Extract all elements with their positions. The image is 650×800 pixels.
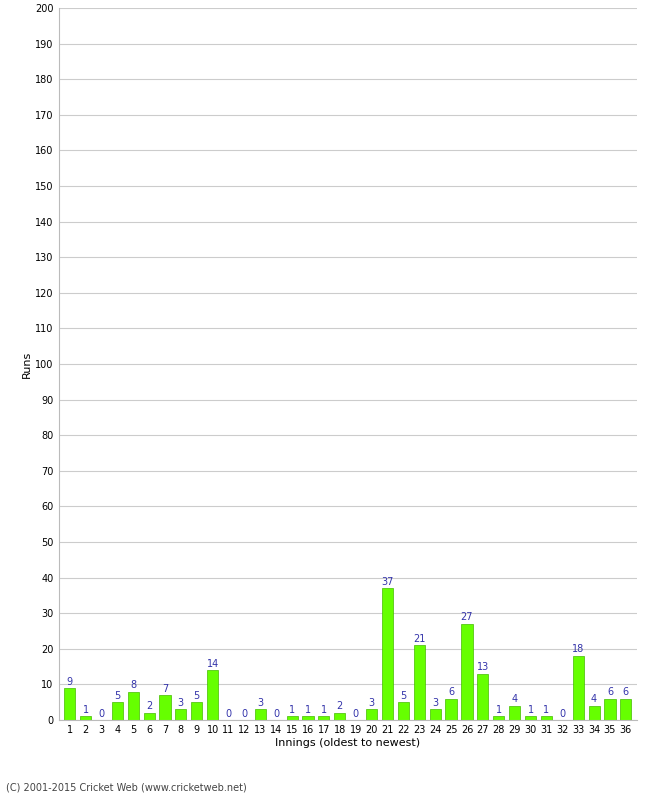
Bar bbox=[334, 713, 345, 720]
Text: 6: 6 bbox=[623, 687, 629, 698]
Bar bbox=[382, 588, 393, 720]
Bar bbox=[588, 706, 600, 720]
Bar bbox=[509, 706, 520, 720]
Text: 0: 0 bbox=[353, 709, 359, 718]
Text: 9: 9 bbox=[66, 677, 73, 686]
Y-axis label: Runs: Runs bbox=[22, 350, 32, 378]
Bar bbox=[255, 710, 266, 720]
Text: 3: 3 bbox=[432, 698, 438, 708]
Text: 7: 7 bbox=[162, 684, 168, 694]
Bar bbox=[573, 656, 584, 720]
Text: 6: 6 bbox=[607, 687, 613, 698]
Bar bbox=[366, 710, 377, 720]
Bar bbox=[144, 713, 155, 720]
Text: 0: 0 bbox=[98, 709, 105, 718]
Bar bbox=[302, 717, 313, 720]
Text: 13: 13 bbox=[476, 662, 489, 672]
Text: 5: 5 bbox=[400, 690, 406, 701]
Text: 2: 2 bbox=[146, 702, 152, 711]
Bar bbox=[493, 717, 504, 720]
Bar bbox=[176, 710, 187, 720]
Bar bbox=[525, 717, 536, 720]
Bar bbox=[64, 688, 75, 720]
Bar bbox=[413, 646, 425, 720]
Text: 1: 1 bbox=[83, 705, 88, 715]
Text: 1: 1 bbox=[289, 705, 295, 715]
Text: 1: 1 bbox=[543, 705, 549, 715]
Text: 2: 2 bbox=[337, 702, 343, 711]
Text: 5: 5 bbox=[194, 690, 200, 701]
Text: 27: 27 bbox=[461, 613, 473, 622]
Bar bbox=[462, 624, 473, 720]
Text: 18: 18 bbox=[572, 645, 584, 654]
Text: 3: 3 bbox=[369, 698, 374, 708]
Bar bbox=[127, 691, 138, 720]
Text: 14: 14 bbox=[207, 658, 219, 669]
Text: 0: 0 bbox=[226, 709, 231, 718]
Bar bbox=[207, 670, 218, 720]
Bar bbox=[112, 702, 123, 720]
Text: 6: 6 bbox=[448, 687, 454, 698]
Bar bbox=[191, 702, 202, 720]
Text: 5: 5 bbox=[114, 690, 120, 701]
Bar bbox=[477, 674, 488, 720]
Text: 1: 1 bbox=[496, 705, 502, 715]
Text: 37: 37 bbox=[382, 577, 394, 587]
Text: 8: 8 bbox=[130, 680, 136, 690]
Text: 4: 4 bbox=[512, 694, 517, 704]
Bar bbox=[159, 695, 170, 720]
Bar bbox=[80, 717, 91, 720]
Bar bbox=[620, 698, 631, 720]
Bar bbox=[318, 717, 330, 720]
Bar bbox=[430, 710, 441, 720]
Text: 4: 4 bbox=[591, 694, 597, 704]
Bar bbox=[604, 698, 616, 720]
Bar bbox=[445, 698, 456, 720]
Text: (C) 2001-2015 Cricket Web (www.cricketweb.net): (C) 2001-2015 Cricket Web (www.cricketwe… bbox=[6, 782, 247, 792]
Text: 0: 0 bbox=[241, 709, 248, 718]
Bar bbox=[398, 702, 409, 720]
Text: 0: 0 bbox=[559, 709, 566, 718]
Text: 1: 1 bbox=[305, 705, 311, 715]
Text: 21: 21 bbox=[413, 634, 426, 644]
Text: 3: 3 bbox=[257, 698, 263, 708]
Text: 0: 0 bbox=[273, 709, 280, 718]
Text: 3: 3 bbox=[178, 698, 184, 708]
Bar bbox=[541, 717, 552, 720]
Text: 1: 1 bbox=[527, 705, 534, 715]
Text: 1: 1 bbox=[321, 705, 327, 715]
X-axis label: Innings (oldest to newest): Innings (oldest to newest) bbox=[275, 738, 421, 748]
Bar bbox=[287, 717, 298, 720]
